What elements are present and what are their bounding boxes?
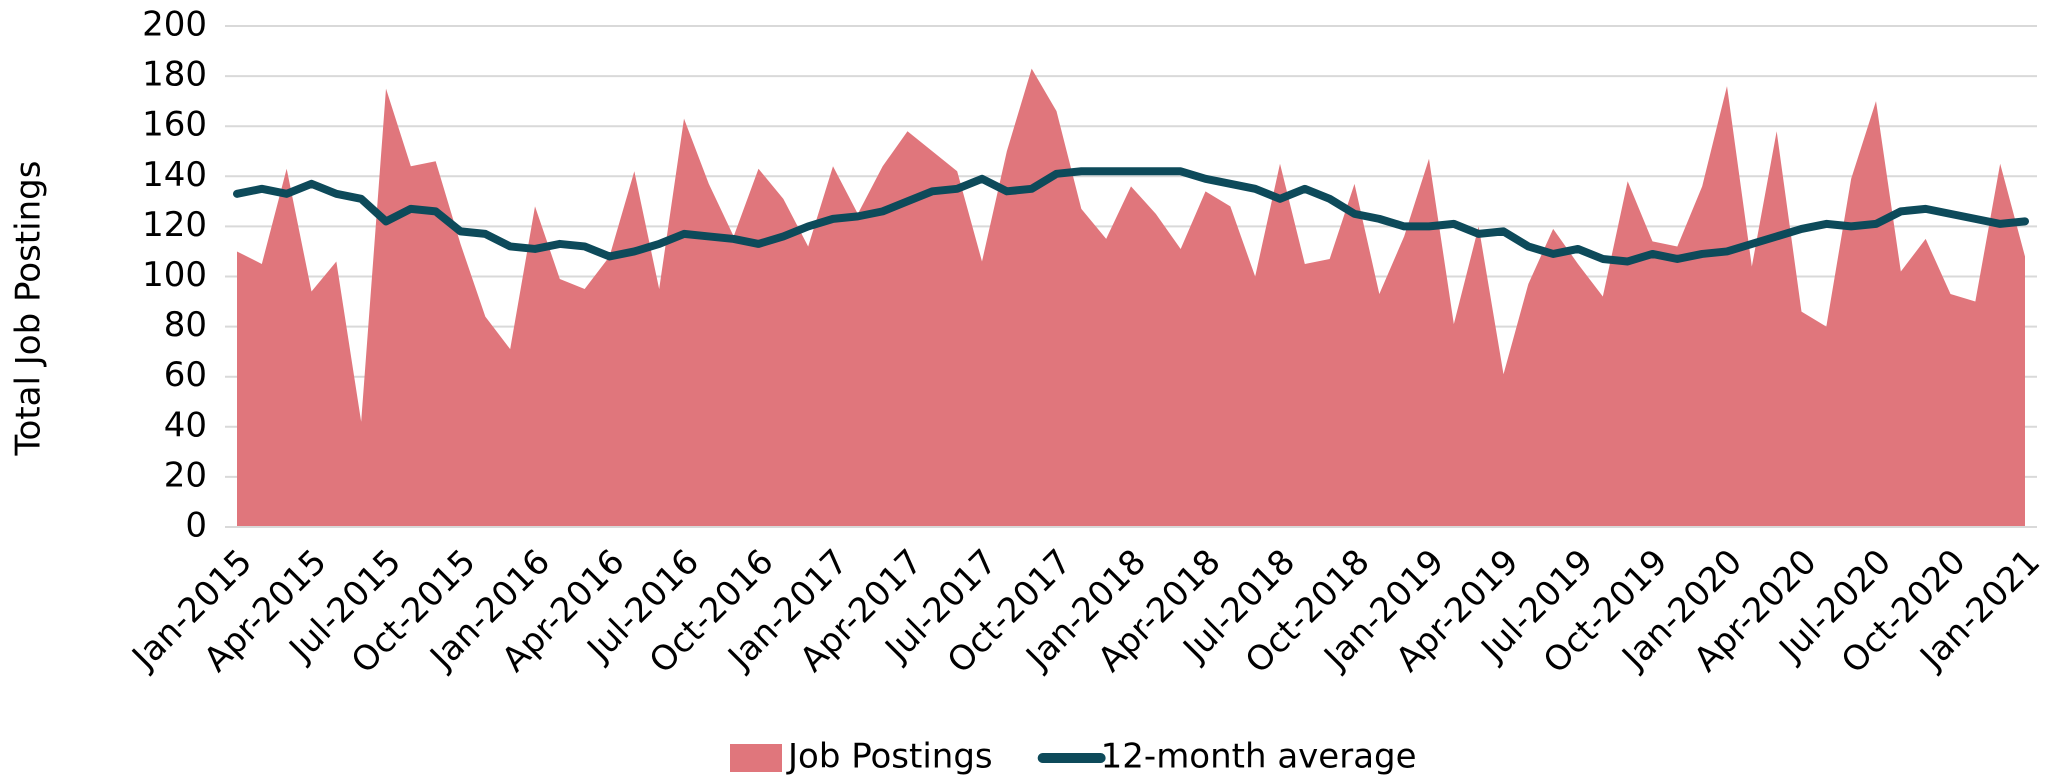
area [237, 68, 2025, 528]
y-axis-label: Total Job Postings [9, 161, 49, 457]
y-tick-label: 0 [185, 506, 207, 546]
legend-swatch [730, 744, 782, 772]
legend-label: Job Postings [786, 737, 993, 777]
y-tick-label: 160 [142, 105, 207, 145]
y-tick-label: 120 [142, 205, 207, 245]
legend-label: 12-month average [1101, 737, 1417, 777]
y-tick-label: 40 [164, 405, 207, 445]
y-tick-label: 200 [142, 5, 207, 45]
y-tick-label: 20 [164, 455, 207, 495]
y-tick-label: 80 [164, 305, 207, 345]
y-tick-label: 180 [142, 55, 207, 95]
y-tick-label: 100 [142, 255, 207, 295]
line [233, 167, 2029, 266]
y-tick-label: 60 [164, 355, 207, 395]
y-tick-label: 140 [142, 155, 207, 195]
